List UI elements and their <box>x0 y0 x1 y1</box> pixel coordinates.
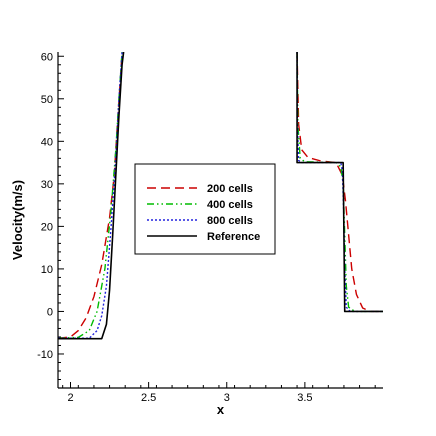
legend-box <box>134 163 276 255</box>
y-tick-label: 50 <box>41 94 53 106</box>
axes: 60 50 40 30 20 10 0 -10 2 2.5 3 3.5 <box>37 51 383 404</box>
y-tick-label: 20 <box>41 221 53 233</box>
legend-label-200-cells: 200 cells <box>207 183 253 195</box>
y-tick-label: 30 <box>41 179 53 191</box>
series-line-reference-2 <box>296 52 383 313</box>
x-tick-label: 3 <box>224 392 230 404</box>
series-line-reference-1 <box>58 52 125 340</box>
legend-label-800-cells: 800 cells <box>207 215 253 227</box>
y-tick-label: 0 <box>47 306 53 318</box>
x-axis-title: x <box>217 402 225 417</box>
plot-area <box>58 52 383 340</box>
legend: 200 cells 400 cells 800 cells Reference <box>134 163 276 255</box>
legend-label-reference: Reference <box>207 231 260 243</box>
x-tick-label: 2 <box>67 392 73 404</box>
x-tick-label: 2.5 <box>141 392 156 404</box>
series-line-200-cells-1 <box>58 52 123 339</box>
x-tick-label: 3.5 <box>297 392 312 404</box>
series-line-800-cells-2 <box>296 52 383 313</box>
y-axis-title: Velocity(m/s) <box>10 180 25 260</box>
y-tick-label: 40 <box>41 136 53 148</box>
series-line-400-cells-1 <box>58 52 123 339</box>
y-tick-label: 60 <box>41 51 53 63</box>
series-line-200-cells-2 <box>296 52 383 313</box>
y-tick-label: 10 <box>41 264 53 276</box>
y-tick-label: -10 <box>37 349 53 361</box>
series-line-400-cells-2 <box>296 52 383 313</box>
legend-label-400-cells: 400 cells <box>207 199 253 211</box>
